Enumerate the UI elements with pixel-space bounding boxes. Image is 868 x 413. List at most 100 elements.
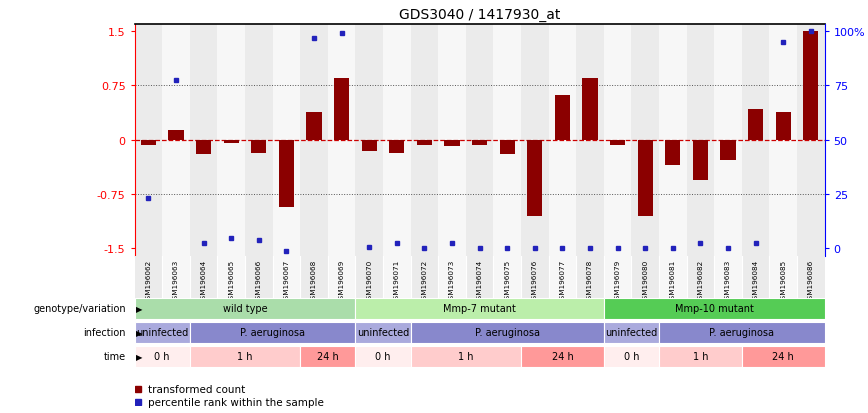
Bar	[355, 322, 411, 343]
Bar	[521, 25, 549, 256]
Bar	[610, 140, 625, 145]
Text: 0 h: 0 h	[375, 351, 391, 361]
Bar	[438, 256, 466, 312]
Bar	[720, 140, 735, 161]
Bar	[273, 256, 300, 312]
Bar	[742, 25, 769, 256]
Bar	[742, 256, 769, 312]
Bar	[493, 25, 521, 256]
Bar	[714, 25, 742, 256]
Bar	[190, 322, 355, 343]
Bar	[576, 25, 604, 256]
Title: GDS3040 / 1417930_at: GDS3040 / 1417930_at	[399, 8, 560, 22]
Bar	[604, 322, 659, 343]
Bar	[383, 256, 411, 312]
Text: GSM196079: GSM196079	[615, 259, 621, 303]
Text: transformed count: transformed count	[148, 384, 246, 394]
Bar	[797, 25, 825, 256]
Bar	[355, 256, 383, 312]
Bar	[217, 256, 245, 312]
Bar	[631, 25, 659, 256]
Bar	[217, 25, 245, 256]
Bar	[135, 346, 190, 367]
Bar	[328, 256, 355, 312]
Bar	[769, 256, 797, 312]
Text: GSM196086: GSM196086	[808, 259, 814, 303]
Bar	[466, 256, 493, 312]
Bar	[162, 25, 190, 256]
Text: P. aeruginosa: P. aeruginosa	[709, 327, 774, 337]
Text: time: time	[104, 351, 126, 361]
Text: GSM196083: GSM196083	[725, 259, 731, 303]
Bar	[190, 25, 217, 256]
Text: 24 h: 24 h	[551, 351, 573, 361]
Bar	[769, 25, 797, 256]
Text: 1 h: 1 h	[693, 351, 708, 361]
Text: uninfected: uninfected	[136, 327, 188, 337]
Bar	[638, 140, 653, 216]
Bar	[527, 140, 542, 216]
Bar	[803, 32, 819, 140]
Text: GSM196077: GSM196077	[559, 259, 565, 303]
Bar	[604, 25, 631, 256]
Bar	[549, 25, 576, 256]
Bar	[411, 25, 438, 256]
Bar	[168, 131, 183, 140]
Bar	[549, 256, 576, 312]
Bar	[411, 346, 521, 367]
Text: GSM196078: GSM196078	[587, 259, 593, 303]
Text: GSM196070: GSM196070	[366, 259, 372, 303]
Bar	[500, 140, 515, 155]
Text: GSM196066: GSM196066	[256, 259, 262, 303]
Bar	[279, 140, 294, 208]
Text: uninfected: uninfected	[605, 327, 657, 337]
Bar	[224, 140, 239, 144]
Bar	[687, 25, 714, 256]
Bar	[797, 256, 825, 312]
Bar	[776, 113, 791, 140]
Bar	[245, 256, 273, 312]
Text: GSM196074: GSM196074	[477, 259, 483, 303]
Text: 0 h: 0 h	[155, 351, 170, 361]
Text: ▶: ▶	[136, 352, 142, 361]
Text: GSM196062: GSM196062	[145, 259, 151, 303]
Bar	[383, 25, 411, 256]
Bar	[742, 346, 825, 367]
Text: 1 h: 1 h	[458, 351, 474, 361]
Bar	[251, 140, 266, 153]
Bar	[362, 140, 377, 151]
Bar	[135, 25, 162, 256]
Text: 24 h: 24 h	[773, 351, 794, 361]
Text: GSM196084: GSM196084	[753, 259, 759, 303]
Text: ▶: ▶	[136, 304, 142, 313]
Text: infection: infection	[83, 327, 126, 337]
Text: Mmp-10 mutant: Mmp-10 mutant	[674, 304, 753, 314]
Bar	[334, 79, 349, 140]
Bar	[604, 298, 825, 319]
Text: GSM196072: GSM196072	[421, 259, 427, 303]
Bar	[162, 256, 190, 312]
Bar	[300, 256, 328, 312]
Bar	[417, 140, 432, 145]
Bar	[659, 322, 825, 343]
Text: GSM196069: GSM196069	[339, 259, 345, 303]
Bar	[493, 256, 521, 312]
Text: GSM196065: GSM196065	[228, 259, 234, 303]
Text: Mmp-7 mutant: Mmp-7 mutant	[444, 304, 516, 314]
Bar	[245, 25, 273, 256]
Text: 0 h: 0 h	[623, 351, 639, 361]
Bar	[665, 140, 681, 166]
Bar	[444, 140, 459, 146]
Bar	[555, 95, 570, 140]
Text: GSM196085: GSM196085	[780, 259, 786, 303]
Bar	[355, 298, 604, 319]
Text: GSM196071: GSM196071	[394, 259, 400, 303]
Bar	[196, 140, 211, 155]
Text: GSM196068: GSM196068	[311, 259, 317, 303]
Text: 1 h: 1 h	[237, 351, 253, 361]
Bar	[135, 256, 162, 312]
Bar	[659, 346, 742, 367]
Bar	[438, 25, 466, 256]
Text: GSM196075: GSM196075	[504, 259, 510, 303]
Text: GSM196067: GSM196067	[283, 259, 289, 303]
